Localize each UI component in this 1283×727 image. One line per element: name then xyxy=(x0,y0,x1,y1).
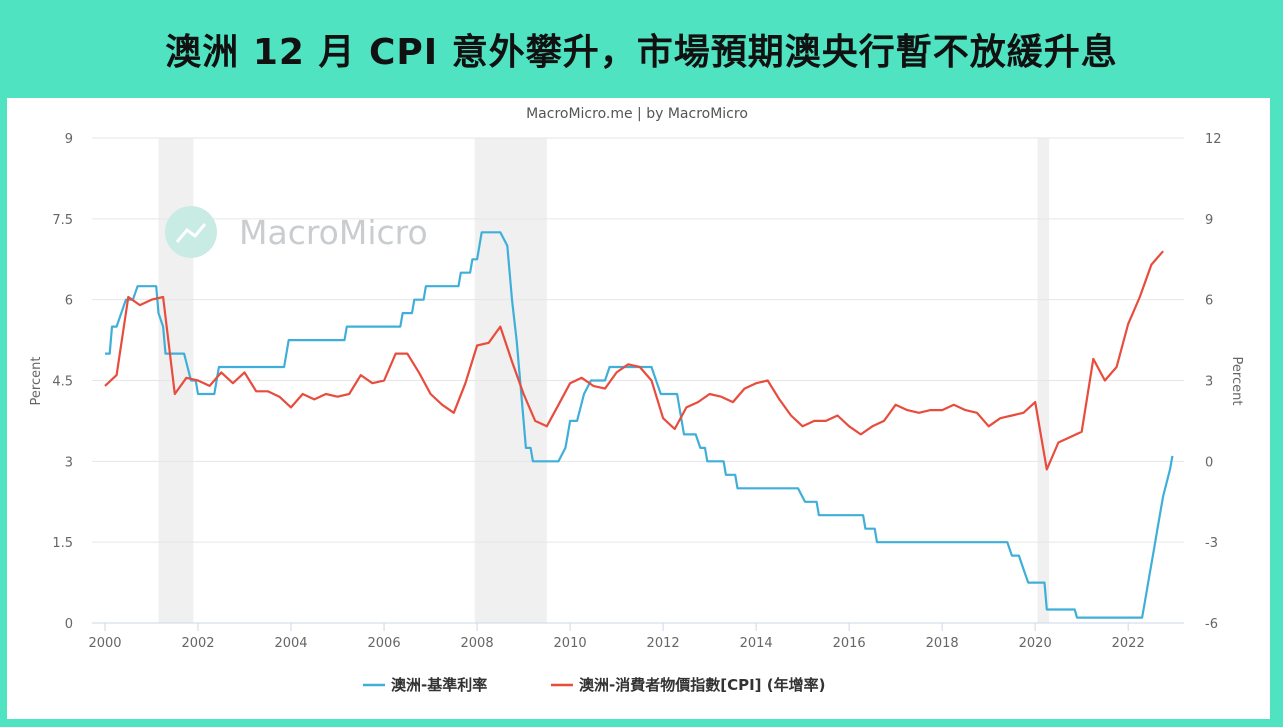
left-axis-ticks: 0 1.5 3 4.5 6 7.5 9 xyxy=(52,132,73,632)
legend-label: 澳洲-消費者物價指數[CPI] (年增率) xyxy=(579,676,825,694)
x-tick-label: 2016 xyxy=(833,636,866,651)
watermark-logo: MacroMicro xyxy=(165,206,428,258)
left-tick-label: 9 xyxy=(65,132,73,147)
right-tick-label: -6 xyxy=(1205,617,1218,632)
x-axis-ticks: 2000 2002 2004 2006 2008 2010 2012 2014 2016 2018… xyxy=(88,623,1145,651)
x-tick-label: 2010 xyxy=(554,636,587,651)
series-line-cpi xyxy=(104,250,1164,471)
x-tick-label: 2020 xyxy=(1019,636,1052,651)
right-tick-label: 0 xyxy=(1205,455,1213,470)
x-tick-label: 2012 xyxy=(647,636,680,651)
left-axis-title: Percent xyxy=(29,357,44,406)
right-tick-label: 9 xyxy=(1205,213,1213,228)
chart-panel: MacroMicro MacroMicro.me | by MacroMicro… xyxy=(7,98,1270,719)
right-tick-label: -3 xyxy=(1205,536,1218,551)
legend-label: 澳洲-基準利率 xyxy=(391,676,487,694)
banner: 澳洲 12 月 CPI 意外攀升，市場預期澳央行暫不放緩升息 xyxy=(0,0,1283,98)
left-tick-label: 7.5 xyxy=(52,213,73,228)
x-tick-label: 2022 xyxy=(1112,636,1145,651)
series-lines xyxy=(104,231,1174,619)
grid-lines xyxy=(92,137,1184,543)
x-tick-label: 2006 xyxy=(368,636,401,651)
banner-title: 澳洲 12 月 CPI 意外攀升，市場預期澳央行暫不放緩升息 xyxy=(165,32,1118,73)
x-tick-label: 2008 xyxy=(461,636,494,651)
series-line-policy-rate xyxy=(105,231,1174,619)
x-tick-label: 2002 xyxy=(181,636,214,651)
left-tick-label: 0 xyxy=(65,617,73,632)
right-axis-ticks: -6 -3 0 3 6 9 12 xyxy=(1205,132,1222,632)
left-tick-label: 3 xyxy=(65,455,73,470)
right-axis-title: Percent xyxy=(1229,357,1244,406)
watermark-text: MacroMicro xyxy=(239,213,428,252)
left-tick-label: 1.5 xyxy=(52,536,73,551)
x-tick-label: 2018 xyxy=(926,636,959,651)
chart-subtitle: MacroMicro.me | by MacroMicro xyxy=(526,106,748,122)
left-tick-label: 4.5 xyxy=(52,375,73,390)
legend: 澳洲-基準利率 澳洲-消費者物價指數[CPI] (年增率) xyxy=(363,676,825,694)
x-tick-label: 2014 xyxy=(740,636,773,651)
left-tick-label: 6 xyxy=(65,294,73,309)
x-tick-label: 2000 xyxy=(88,636,121,651)
right-tick-label: 3 xyxy=(1205,375,1213,390)
right-tick-label: 6 xyxy=(1205,294,1213,309)
x-tick-label: 2004 xyxy=(274,636,307,651)
watermark-icon-line xyxy=(175,223,207,243)
right-tick-label: 12 xyxy=(1205,132,1222,147)
cpi-rate-chart: MacroMicro MacroMicro.me | by MacroMicro… xyxy=(29,106,1244,694)
